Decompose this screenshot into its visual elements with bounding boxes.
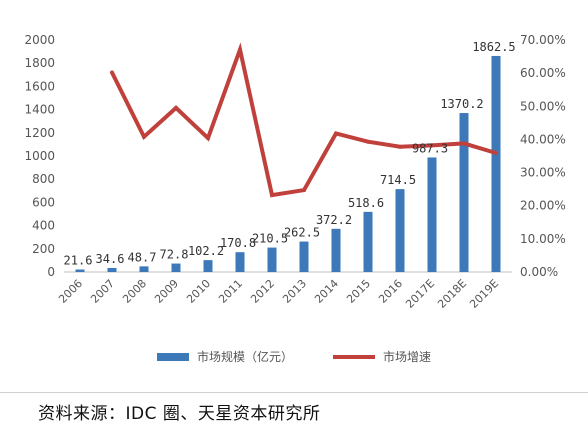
line-point	[238, 47, 242, 52]
bar-data-label: 518.6	[348, 196, 384, 210]
bar	[427, 157, 437, 272]
bar-data-label: 262.5	[284, 226, 320, 240]
bar	[203, 260, 213, 272]
y-tick-label: 0	[47, 265, 55, 279]
bar	[459, 113, 469, 273]
line-point	[398, 144, 402, 149]
y-tick-label: 400	[32, 219, 55, 233]
bar	[331, 228, 341, 272]
bar	[107, 267, 117, 272]
line-point	[174, 105, 178, 110]
bar-data-label: 210.5	[252, 232, 288, 246]
source-divider	[0, 392, 588, 393]
y-tick-label: 1600	[24, 79, 55, 93]
line-point	[206, 136, 210, 141]
y2-tick-label: 50.00%	[520, 99, 566, 113]
legend-swatch-bar	[157, 353, 189, 361]
y2-tick-label: 60.00%	[520, 66, 566, 80]
bar	[235, 252, 245, 272]
bar	[75, 269, 85, 272]
chart: 0 200 400 600 800 1000 1200 1400 1600 1800 2000 0.0…	[24, 33, 565, 364]
y-tick-label: 800	[32, 172, 55, 186]
y-tick-label: 1400	[24, 103, 55, 117]
y2-tick-label: 20.00%	[520, 199, 566, 213]
legend-label-line: 市场增速	[383, 349, 431, 364]
line-point	[270, 193, 274, 198]
source-note: 资料来源：IDC 圈、天星资本研究所	[38, 404, 321, 424]
x-tick-label: 2008	[120, 277, 149, 306]
y-tick-label: 600	[32, 195, 55, 209]
bar	[267, 247, 277, 272]
line-point	[142, 134, 146, 139]
x-tick-label: 2015	[344, 277, 373, 306]
y-tick-label: 1800	[24, 56, 55, 70]
bar-data-label: 102.2	[188, 244, 224, 258]
data-labels: 21.6 34.6 48.7 72.8 102.2170.8210.5262.5372.…	[64, 40, 516, 268]
x-tick-label: 2010	[184, 277, 213, 306]
legend-label-bar: 市场规模（亿元）	[197, 349, 293, 364]
line-point	[366, 139, 370, 144]
bar	[299, 241, 309, 272]
y2-tick-label: 0.00%	[520, 265, 558, 279]
y-tick-label: 2000	[24, 33, 55, 47]
bar-data-label: 372.2	[316, 213, 352, 227]
x-tick-label: 2018E	[435, 277, 469, 311]
bar-data-label: 714.5	[380, 173, 416, 187]
y2-tick-label: 70.00%	[520, 33, 566, 47]
bar-data-label: 170.8	[220, 236, 256, 250]
legend: 市场规模（亿元） 市场增速	[157, 349, 431, 364]
bar	[139, 266, 149, 272]
line-point	[302, 188, 306, 193]
y-tick-label: 200	[32, 242, 55, 256]
bar-data-label: 48.7	[128, 250, 157, 264]
x-tick-label: 2009	[152, 277, 181, 306]
bar-series	[75, 55, 501, 273]
line-point	[430, 143, 434, 148]
bar	[395, 189, 405, 272]
line-point	[462, 141, 466, 146]
bar-data-label: 21.6	[64, 253, 93, 267]
bar	[491, 55, 501, 273]
y-tick-label: 1000	[24, 149, 55, 163]
bar-data-label: 1862.5	[472, 40, 515, 54]
line-point	[494, 151, 498, 156]
x-tick-label: 2006	[56, 277, 85, 306]
y-tick-label: 1200	[24, 126, 55, 140]
bar-data-label: 987.3	[412, 141, 448, 155]
bar-data-label: 34.6	[96, 252, 125, 266]
x-tick-label: 2007	[88, 277, 117, 306]
x-tick-label: 2012	[248, 277, 277, 306]
y2-tick-label: 10.00%	[520, 232, 566, 246]
line-point	[334, 131, 338, 136]
bar-data-label: 72.8	[160, 248, 189, 262]
chart-axes: 0 200 400 600 800 1000 1200 1400 1600 1800 2000 0.0…	[24, 33, 565, 311]
x-tick-label: 2013	[280, 277, 309, 306]
x-tick-label: 2014	[312, 277, 341, 306]
bar	[363, 211, 373, 272]
growth-line	[110, 42, 497, 198]
x-tick-label: 2019E	[467, 277, 501, 311]
x-tick-label: 2011	[216, 277, 245, 306]
line-series	[110, 42, 498, 198]
y2-tick-label: 40.00%	[520, 132, 566, 146]
x-tick-label: 2017E	[403, 277, 437, 311]
y2-tick-label: 30.00%	[520, 166, 566, 180]
bar-data-label: 1370.2	[440, 97, 483, 111]
bar	[171, 263, 181, 272]
line-point	[110, 70, 114, 75]
x-tick-label: 2016	[376, 277, 405, 306]
